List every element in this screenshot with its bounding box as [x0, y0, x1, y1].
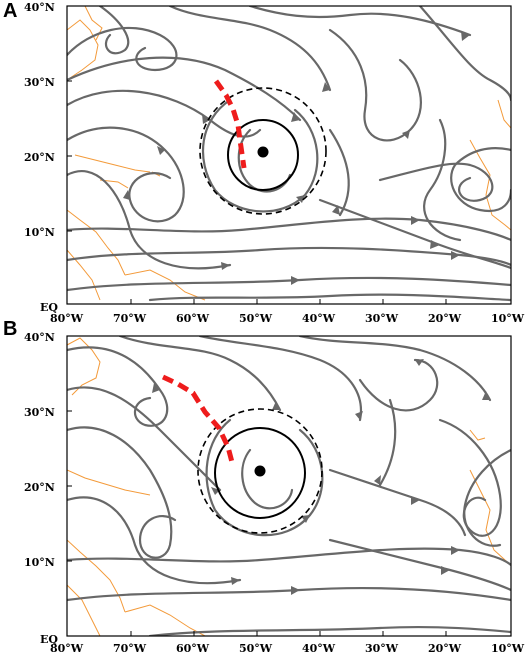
svg-text:20°N: 20°N [24, 151, 55, 164]
panel-b-ticks [67, 335, 447, 637]
svg-text:30°N: 30°N [24, 406, 55, 419]
storm-center-marker [254, 465, 266, 477]
svg-text:10°N: 10°N [24, 226, 55, 239]
svg-text:70°W: 70°W [113, 642, 147, 655]
trough-axis [161, 374, 236, 467]
panel-b-map: 40°N 30°N 20°N 10°N EQ 80°W 70°W 60°W 50… [24, 331, 525, 655]
svg-text:60°W: 60°W [176, 312, 210, 325]
svg-text:EQ: EQ [40, 301, 58, 314]
svg-text:30°W: 30°W [365, 642, 399, 655]
panel-a-lat-labels: 40°N 30°N 20°N 10°N EQ [24, 1, 58, 314]
panel-a-map: 40°N 30°N 20°N 10°N EQ 80°W 70°W 60°W 50… [24, 1, 525, 325]
panel-a-ticks [67, 5, 447, 305]
svg-text:20°W: 20°W [428, 642, 462, 655]
svg-text:40°W: 40°W [302, 312, 336, 325]
inner-solid-circle [227, 119, 299, 191]
outer-dashed-circle [199, 87, 327, 215]
inner-solid-circle [214, 427, 306, 519]
svg-text:EQ: EQ [40, 633, 58, 646]
svg-text:40°N: 40°N [24, 331, 55, 344]
panel-b-streamlines [67, 336, 511, 636]
svg-text:60°W: 60°W [176, 642, 210, 655]
streamlines-b [67, 336, 511, 636]
svg-text:40°W: 40°W [302, 642, 336, 655]
panel-b-overlays [161, 374, 323, 534]
panel-a-lon-labels: 80°W 70°W 60°W 50°W 40°W 30°W 20°W 10°W [50, 312, 525, 325]
panel-a-streamlines [67, 6, 511, 302]
svg-text:20°N: 20°N [24, 481, 55, 494]
svg-text:50°W: 50°W [239, 642, 273, 655]
svg-text:80°W: 80°W [50, 312, 84, 325]
storm-center-marker [257, 146, 269, 158]
svg-text:40°N: 40°N [24, 1, 55, 14]
arrowheads-b [152, 359, 490, 595]
panel-b-lat-labels: 40°N 30°N 20°N 10°N EQ [24, 331, 58, 646]
outer-dashed-circle [197, 408, 323, 534]
panel-label-b: B [3, 318, 18, 340]
svg-text:10°N: 10°N [24, 556, 55, 569]
svg-text:70°W: 70°W [113, 312, 147, 325]
svg-text:10°W: 10°W [491, 642, 525, 655]
panel-b-lon-labels: 80°W 70°W 60°W 50°W 40°W 30°W 20°W 10°W [50, 642, 525, 655]
svg-text:30°W: 30°W [365, 312, 399, 325]
panel-a-frame [66, 5, 512, 305]
trough-axis [213, 79, 247, 169]
svg-text:80°W: 80°W [50, 642, 84, 655]
streamlines-a [67, 6, 511, 302]
svg-text:10°W: 10°W [491, 312, 525, 325]
panel-a-overlays [199, 79, 327, 215]
svg-text:30°N: 30°N [24, 76, 55, 89]
panel-label-a: A [3, 0, 18, 22]
svg-text:50°W: 50°W [239, 312, 273, 325]
arrowheads-a [123, 31, 470, 285]
svg-text:20°W: 20°W [428, 312, 462, 325]
